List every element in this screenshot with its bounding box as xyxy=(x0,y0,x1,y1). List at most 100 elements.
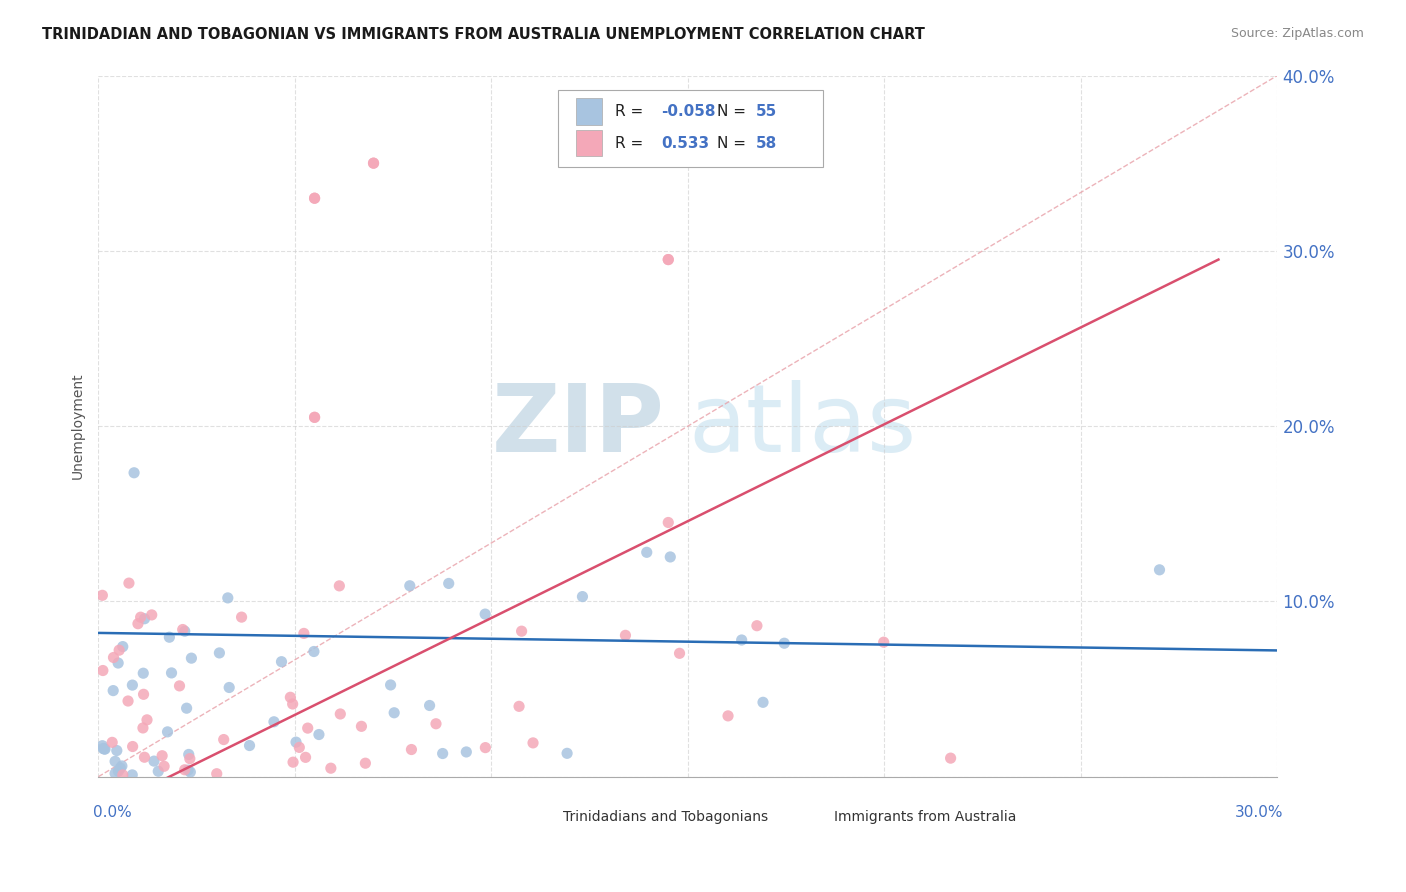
Point xyxy=(212,732,235,747)
Text: Source: ZipAtlas.com: Source: ZipAtlas.com xyxy=(1230,27,1364,40)
Text: R =: R = xyxy=(614,103,648,119)
Point xyxy=(177,763,200,777)
Point xyxy=(363,156,385,170)
Point xyxy=(121,678,143,692)
Point xyxy=(148,764,170,779)
Point xyxy=(238,739,260,753)
Point xyxy=(380,678,402,692)
Point xyxy=(668,646,690,660)
Point xyxy=(456,745,478,759)
Point xyxy=(172,623,194,637)
Text: atlas: atlas xyxy=(688,380,917,472)
Point xyxy=(91,588,114,602)
Point xyxy=(302,644,325,658)
Point xyxy=(717,709,740,723)
Point xyxy=(432,747,454,761)
Point xyxy=(93,742,115,756)
Point xyxy=(127,616,149,631)
Point xyxy=(280,690,302,705)
Point xyxy=(101,735,124,749)
Point xyxy=(129,610,152,624)
Point xyxy=(773,636,796,650)
Point xyxy=(659,549,682,564)
Point xyxy=(281,755,304,769)
Point xyxy=(939,751,962,765)
Point xyxy=(636,545,658,559)
Point xyxy=(304,410,326,425)
Point xyxy=(329,706,352,721)
Point xyxy=(107,764,129,779)
Point xyxy=(153,759,176,773)
Point xyxy=(304,410,326,425)
Point xyxy=(107,656,129,670)
Point xyxy=(91,664,114,678)
Point xyxy=(118,576,141,591)
Point xyxy=(437,576,460,591)
Point xyxy=(281,697,304,711)
Point xyxy=(179,751,201,765)
Point xyxy=(169,679,191,693)
Point xyxy=(103,683,125,698)
Point xyxy=(297,721,319,735)
Point xyxy=(510,624,533,639)
Point xyxy=(294,750,316,764)
Point xyxy=(752,695,775,709)
Point xyxy=(117,694,139,708)
Text: R =: R = xyxy=(614,136,648,151)
Bar xyxy=(576,129,602,156)
Point xyxy=(205,766,228,780)
Point xyxy=(111,768,134,782)
Text: 0.533: 0.533 xyxy=(661,136,709,151)
Point xyxy=(657,252,679,267)
Point xyxy=(180,651,202,665)
Point xyxy=(555,747,578,761)
Point xyxy=(173,624,195,639)
Point xyxy=(363,156,385,170)
Point xyxy=(657,252,679,267)
Point xyxy=(91,739,114,753)
Point xyxy=(156,724,179,739)
Text: N =: N = xyxy=(717,136,751,151)
Point xyxy=(419,698,441,713)
Text: N =: N = xyxy=(717,103,751,119)
Point xyxy=(398,579,420,593)
Point xyxy=(105,743,128,757)
Point xyxy=(382,706,405,720)
Point xyxy=(143,754,166,768)
Point xyxy=(328,579,350,593)
Point xyxy=(304,191,326,205)
Point xyxy=(304,191,326,205)
Text: 0.0%: 0.0% xyxy=(93,805,131,820)
Point xyxy=(474,607,496,621)
Point xyxy=(657,516,679,530)
Text: ZIP: ZIP xyxy=(492,380,665,472)
Point xyxy=(571,590,593,604)
Point xyxy=(132,666,155,681)
Point xyxy=(160,665,183,680)
Point xyxy=(731,632,754,647)
Point xyxy=(288,740,311,755)
Text: Immigrants from Australia: Immigrants from Australia xyxy=(834,810,1017,824)
Point xyxy=(157,630,180,644)
Point xyxy=(208,646,231,660)
Point xyxy=(425,716,447,731)
Point xyxy=(110,761,132,775)
Point xyxy=(1149,563,1171,577)
Point xyxy=(104,755,127,769)
Bar xyxy=(576,98,602,125)
Point xyxy=(132,721,155,735)
Point xyxy=(121,739,143,754)
Point xyxy=(176,701,198,715)
Point xyxy=(111,640,134,654)
Point xyxy=(134,750,156,764)
Y-axis label: Unemployment: Unemployment xyxy=(72,373,86,479)
Point xyxy=(350,719,373,733)
Point xyxy=(136,713,159,727)
FancyBboxPatch shape xyxy=(558,89,824,167)
Point xyxy=(354,756,377,771)
Text: 55: 55 xyxy=(756,103,778,119)
Point xyxy=(108,643,131,657)
Point xyxy=(285,735,308,749)
Point xyxy=(401,742,423,756)
Point xyxy=(231,610,253,624)
